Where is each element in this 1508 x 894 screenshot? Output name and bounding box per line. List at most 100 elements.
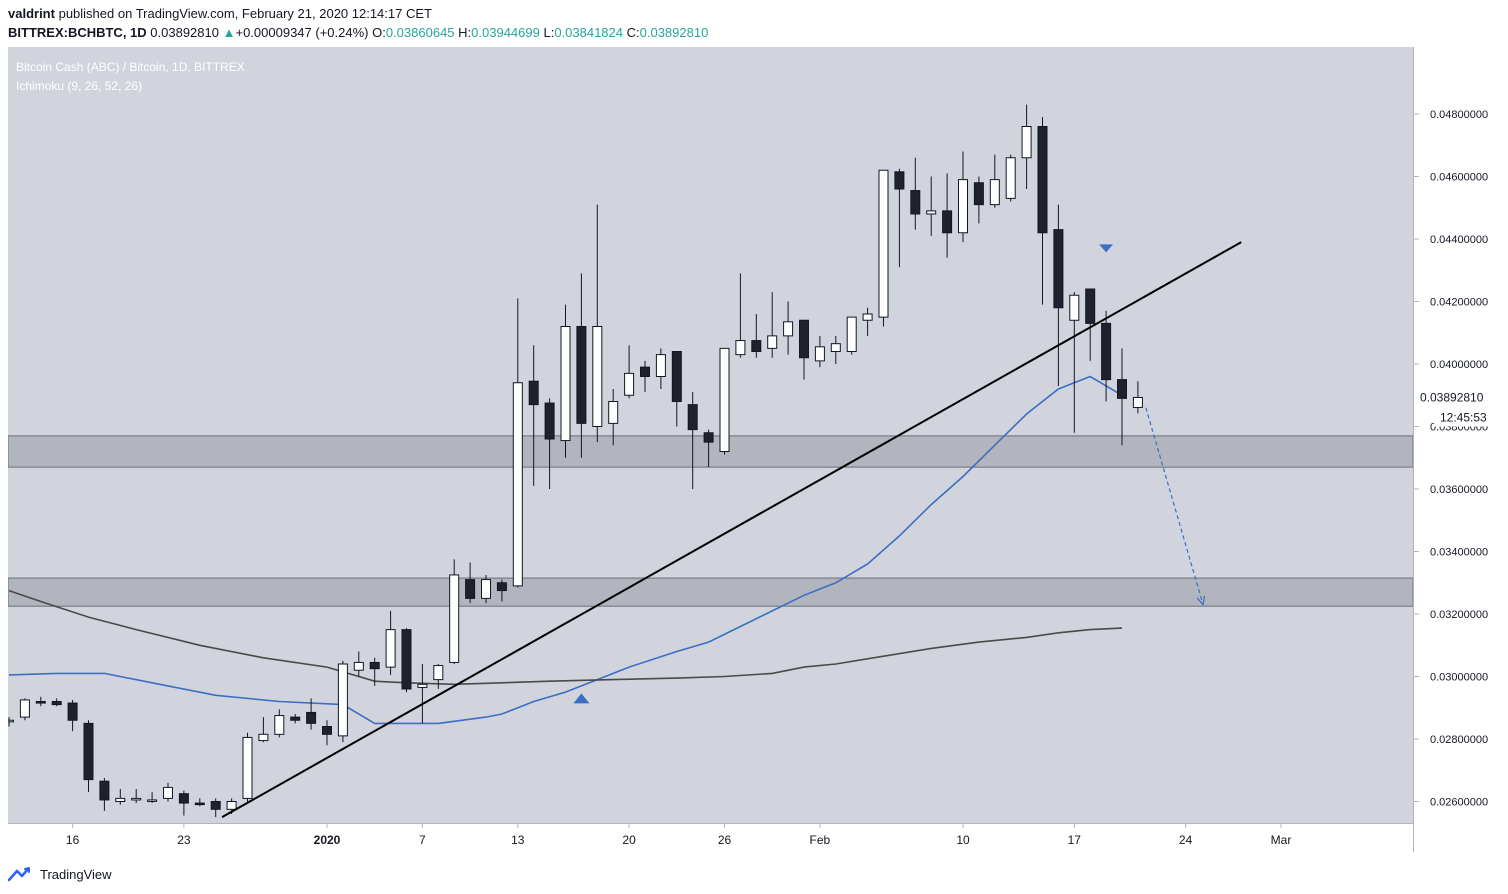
time-tick-label: 24 [1179, 833, 1193, 847]
countdown-label: 12:45:53 [1440, 410, 1487, 424]
candle-36 [576, 273, 587, 458]
candle-4 [67, 699, 78, 732]
candle-body [878, 169, 889, 318]
candle-45 [719, 347, 730, 455]
open-value: 0.03860645 [385, 25, 455, 40]
up-arrow-icon: ▲ [222, 25, 236, 40]
candle-40 [640, 360, 650, 393]
candle-body [830, 343, 841, 352]
candle-body [1117, 379, 1127, 399]
candle-12 [194, 798, 205, 807]
candle-16 [258, 717, 269, 743]
ohlc-bar: BITTREX:BCHBTC, 1D 0.03892810 ▲+0.000093… [8, 25, 708, 40]
up-triangle-marker-icon [573, 693, 590, 704]
time-tick-label: 7 [419, 833, 426, 847]
candle-8 [131, 789, 142, 804]
candle-body [178, 793, 189, 804]
price-axis[interactable]: 0.04800000 0.04600000 0.04400000 0.04200000… [1413, 47, 1501, 852]
candle-body [719, 347, 730, 452]
candle-47 [751, 314, 762, 358]
candle-23 [369, 657, 380, 686]
candle-7 [115, 789, 126, 805]
candle-body [19, 699, 30, 718]
time-axis[interactable]: 16 23 2020 7 13 20 26 Feb 10 17 24 Mar [8, 823, 1413, 853]
candle-43 [687, 392, 698, 489]
candle-51 [814, 335, 825, 368]
candle-0 [8, 717, 14, 727]
time-tick-label: 13 [511, 833, 525, 847]
author-name[interactable]: valdrint [8, 6, 55, 21]
candle-body [163, 786, 173, 799]
candle-body [1053, 229, 1064, 309]
legend-title: Bitcoin Cash (ABC) / Bitcoin, 1D, BITTRE… [16, 60, 245, 74]
candle-body [51, 701, 62, 706]
candle-10 [163, 782, 173, 802]
candle-31 [496, 579, 507, 602]
price-tick-label: 0.04400000 [1430, 234, 1488, 246]
legend-indicator[interactable]: Ichimoku (9, 26, 52, 26) [16, 79, 143, 93]
candle-body [592, 326, 603, 427]
tradingview-brand[interactable]: TradingView [8, 863, 112, 885]
candle-body [687, 404, 698, 431]
candle-50 [799, 319, 809, 380]
price-tick-label: 0.04800000 [1430, 109, 1488, 121]
countdown-badge [1434, 408, 1496, 427]
candle-body [862, 313, 873, 321]
zone-1 [8, 577, 1413, 607]
low-label: L: [543, 25, 555, 40]
candle-18 [290, 714, 301, 724]
candle-body [1069, 294, 1080, 321]
candle-body [973, 182, 984, 206]
candle-63 [1005, 154, 1016, 202]
published-text: published on TradingView.com, February 2… [58, 6, 432, 21]
candle-69 [1101, 310, 1112, 402]
candle-body [1021, 126, 1032, 159]
candle-body [1101, 322, 1112, 381]
candle-5 [83, 720, 94, 793]
candle-body [385, 629, 396, 668]
candle-body [624, 372, 635, 396]
candle-body [942, 210, 953, 234]
series-line-1 [8, 589, 1123, 686]
candle-55 [878, 169, 889, 327]
time-tick-label: 23 [177, 833, 191, 847]
candle-body [751, 340, 762, 352]
candle-19 [306, 698, 317, 730]
candle-65 [1037, 117, 1048, 305]
time-tick-label: 17 [1068, 833, 1082, 847]
candle-20 [322, 720, 332, 746]
candle-body [8, 719, 14, 723]
candle-body [369, 661, 380, 670]
candle-58 [926, 176, 937, 236]
candle-body [274, 715, 285, 735]
candle-6 [99, 778, 110, 811]
candle-body [226, 801, 237, 810]
time-tick-label: 2020 [314, 833, 341, 847]
candle-body [337, 663, 348, 737]
price-tick-label: 0.04200000 [1430, 297, 1488, 309]
high-value: 0.03944699 [471, 25, 540, 40]
chart-area[interactable]: Bitcoin Cash (ABC) / Bitcoin, 1D, BITTRE… [8, 47, 1413, 823]
candle-body [449, 574, 460, 663]
candle-body [544, 402, 555, 440]
candle-body [353, 661, 364, 671]
price-change: +0.00009347 (+0.24%) [235, 25, 369, 40]
candle-body [99, 780, 110, 801]
time-tick-label: Feb [810, 833, 831, 847]
tradingview-logo-icon [8, 867, 30, 882]
candle-29 [465, 562, 476, 604]
candle-body [131, 797, 142, 801]
candle-body [560, 326, 571, 442]
candle-11 [178, 790, 189, 816]
low-value: 0.03841824 [554, 25, 623, 40]
candle-body [194, 802, 205, 806]
time-tick-label: 20 [622, 833, 636, 847]
price-chart[interactable] [8, 47, 1413, 823]
candle-38 [608, 389, 619, 446]
candle-body [258, 733, 269, 742]
candle-60 [958, 151, 968, 243]
publish-info: valdrint published on TradingView.com, F… [8, 6, 432, 21]
candle-body [640, 366, 650, 377]
candle-body [576, 326, 587, 424]
candle-body [767, 335, 778, 349]
